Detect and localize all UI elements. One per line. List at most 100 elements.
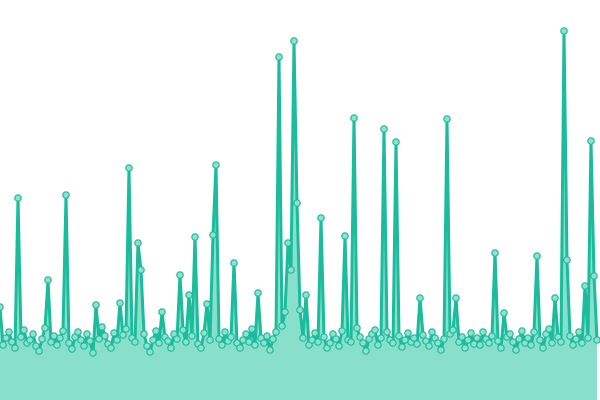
data-point-54 <box>158 308 166 316</box>
data-point-74 <box>218 341 226 349</box>
data-point-160 <box>476 341 484 349</box>
data-point-63 <box>185 291 193 299</box>
series-area <box>0 31 597 400</box>
data-point-159 <box>473 334 481 342</box>
data-point-164 <box>488 332 496 340</box>
data-point-48 <box>140 330 148 338</box>
series-line <box>0 29 599 355</box>
data-point-33 <box>95 335 103 343</box>
data-point-184 <box>548 339 556 347</box>
data-point-165 <box>491 249 499 257</box>
data-point-27 <box>77 336 85 344</box>
data-point-185 <box>551 294 559 302</box>
data-point-117 <box>347 338 355 346</box>
data-point-47 <box>137 266 145 274</box>
data-point-42 <box>122 325 130 333</box>
data-point-147 <box>437 346 445 354</box>
data-point-38 <box>110 329 118 337</box>
data-point-180 <box>536 336 544 344</box>
data-point-177 <box>527 341 535 349</box>
data-point-183 <box>545 325 553 333</box>
data-point-171 <box>509 338 517 346</box>
data-point-100 <box>296 306 304 314</box>
data-point-199 <box>593 336 600 344</box>
data-point-75 <box>221 328 229 336</box>
data-point-0 <box>0 303 4 311</box>
data-point-115 <box>341 232 349 240</box>
data-point-146 <box>434 339 442 347</box>
data-point-178 <box>530 328 538 336</box>
data-point-29 <box>83 330 91 338</box>
data-point-96 <box>284 239 292 247</box>
data-point-125 <box>371 326 379 334</box>
data-point-118 <box>350 114 358 122</box>
data-point-72 <box>212 161 220 169</box>
data-point-91 <box>269 335 277 343</box>
data-point-195 <box>581 282 589 290</box>
data-point-90 <box>266 346 274 354</box>
data-point-101 <box>299 334 307 342</box>
data-point-113 <box>335 342 343 350</box>
data-point-149 <box>443 115 451 123</box>
data-point-112 <box>332 335 340 343</box>
data-point-35 <box>101 332 109 340</box>
data-point-141 <box>419 331 427 339</box>
data-point-131 <box>389 339 397 347</box>
data-point-46 <box>134 239 142 247</box>
data-point-193 <box>575 328 583 336</box>
data-point-62 <box>182 338 190 346</box>
data-point-11 <box>29 330 37 338</box>
data-point-6 <box>14 194 22 202</box>
data-point-40 <box>116 299 124 307</box>
data-point-5 <box>11 344 19 352</box>
data-point-2 <box>2 334 10 342</box>
data-point-20 <box>56 334 64 342</box>
data-point-8 <box>20 326 28 334</box>
data-point-1 <box>0 341 7 349</box>
data-point-67 <box>197 344 205 352</box>
data-point-122 <box>362 347 370 355</box>
data-point-188 <box>560 27 568 35</box>
data-point-94 <box>278 322 286 330</box>
data-point-196 <box>584 334 592 342</box>
data-point-60 <box>176 271 184 279</box>
data-point-28 <box>80 342 88 350</box>
data-point-99 <box>293 199 301 207</box>
data-point-59 <box>173 335 181 343</box>
data-point-83 <box>245 338 253 346</box>
data-point-32 <box>92 301 100 309</box>
data-point-3 <box>5 328 13 336</box>
data-point-108 <box>320 333 328 341</box>
data-point-16 <box>44 276 52 284</box>
data-point-143 <box>425 342 433 350</box>
data-point-17 <box>47 338 55 346</box>
data-point-138 <box>410 334 418 342</box>
data-point-129 <box>383 328 391 336</box>
data-point-78 <box>230 259 238 267</box>
data-point-170 <box>506 330 514 338</box>
data-point-31 <box>89 349 97 357</box>
data-point-97 <box>287 266 295 274</box>
data-point-151 <box>449 326 457 334</box>
data-point-161 <box>479 328 487 336</box>
data-point-197 <box>587 137 595 145</box>
data-point-50 <box>146 348 154 356</box>
data-point-14 <box>38 335 46 343</box>
data-point-121 <box>359 339 367 347</box>
data-point-179 <box>533 252 541 260</box>
data-point-41 <box>119 331 127 339</box>
data-point-168 <box>500 309 508 317</box>
data-point-157 <box>467 329 475 337</box>
data-point-132 <box>392 138 400 146</box>
data-point-77 <box>227 333 235 341</box>
data-points <box>0 27 600 357</box>
data-point-52 <box>152 327 160 335</box>
data-point-85 <box>251 341 259 349</box>
data-point-4 <box>8 338 16 346</box>
data-point-70 <box>206 336 214 344</box>
data-point-148 <box>440 335 448 343</box>
data-point-105 <box>311 329 319 337</box>
data-point-13 <box>35 347 43 355</box>
data-point-98 <box>290 37 298 45</box>
data-point-57 <box>167 344 175 352</box>
